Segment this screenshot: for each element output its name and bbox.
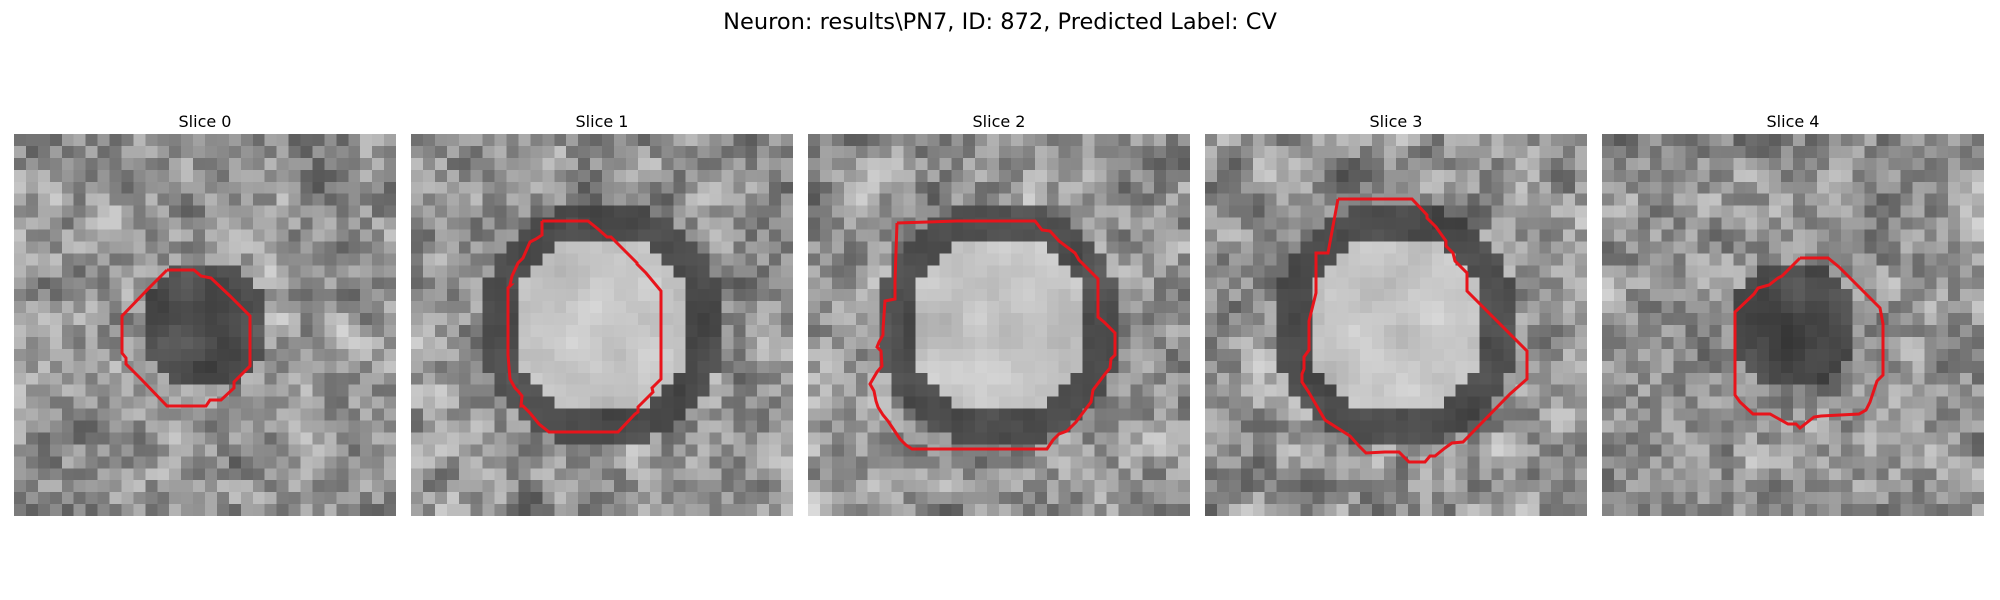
slice-panel-0: Slice 0 xyxy=(14,112,396,537)
contour-line xyxy=(1300,197,1529,464)
slice-title-0: Slice 0 xyxy=(178,112,232,131)
contour-line xyxy=(120,268,252,408)
slice-contour-1 xyxy=(506,219,663,434)
slice-title-3: Slice 3 xyxy=(1369,112,1423,131)
slice-title-1: Slice 1 xyxy=(575,112,629,131)
slice-image-0 xyxy=(14,134,396,516)
contour-line xyxy=(506,219,663,434)
slice-image-1 xyxy=(411,134,793,516)
slice-image-2 xyxy=(808,134,1190,516)
slice-panel-4: Slice 4 xyxy=(1602,112,1984,537)
contour-line xyxy=(868,219,1117,451)
slice-title-4: Slice 4 xyxy=(1766,112,1820,131)
figure-title: Neuron: results\PN7, ID: 872, Predicted … xyxy=(723,9,1277,35)
slice-panel-3: Slice 3 xyxy=(1205,112,1587,537)
slice-panel-2: Slice 2 xyxy=(808,112,1190,537)
slice-title-2: Slice 2 xyxy=(972,112,1026,131)
slice-contour-0 xyxy=(120,268,252,408)
slice-contour-4 xyxy=(1733,256,1885,431)
contour-line xyxy=(1733,256,1885,431)
slice-panel-1: Slice 1 xyxy=(411,112,793,537)
slice-image-4 xyxy=(1602,134,1984,516)
slice-contour-3 xyxy=(1300,197,1529,464)
slice-contour-2 xyxy=(868,219,1117,451)
